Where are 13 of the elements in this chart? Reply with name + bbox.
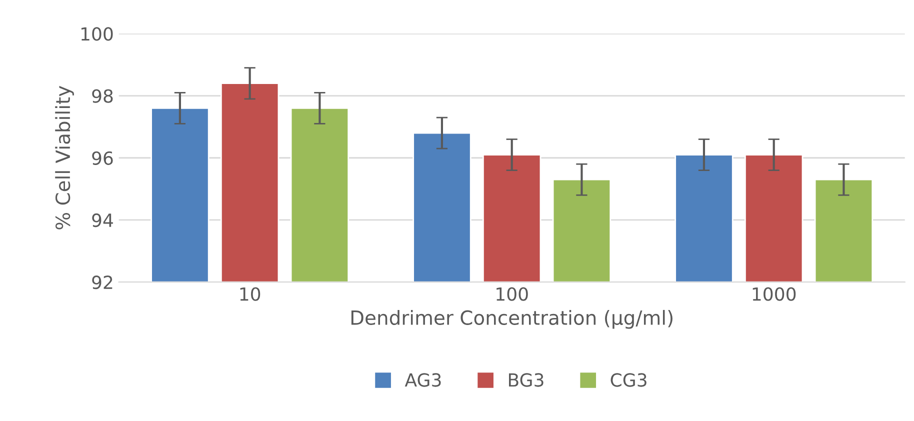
- x-tick-label: 10: [240, 287, 260, 301]
- x-tick-label: 100: [496, 287, 528, 301]
- legend-label: CG3: [610, 373, 646, 387]
- legend-label: AG3: [404, 373, 441, 387]
- y-axis-title: % Cell Viability: [55, 86, 74, 230]
- y-tick-label: 92: [92, 276, 112, 290]
- x-tick-label: 1000: [752, 287, 796, 301]
- y-tick-label: 96: [92, 151, 113, 165]
- y-tick-label: 94: [92, 213, 113, 228]
- y-tick-label: 100: [81, 27, 113, 41]
- y-tick-label: 98: [92, 89, 113, 103]
- legend-label: BG3: [508, 373, 544, 387]
- x-axis-title: Dendrimer Concentration (µg/ml): [351, 310, 672, 329]
